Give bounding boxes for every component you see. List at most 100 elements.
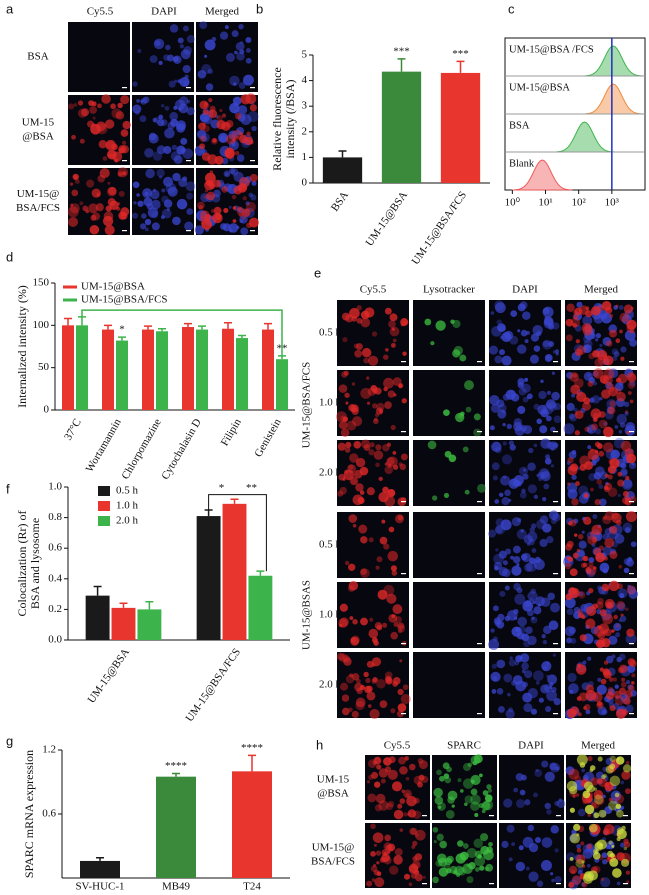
cell (337, 490, 344, 497)
cell (620, 842, 626, 848)
cell (596, 684, 607, 695)
cell (566, 402, 575, 412)
cell (623, 567, 630, 574)
cell (392, 464, 399, 470)
cell (494, 302, 506, 314)
cell (393, 622, 399, 628)
cell (621, 479, 633, 490)
cell (587, 870, 598, 881)
cell (383, 354, 389, 360)
cell (581, 882, 586, 887)
cell (218, 132, 229, 143)
cell (391, 781, 403, 792)
cell (614, 533, 625, 544)
cell (617, 471, 623, 477)
cell (418, 774, 425, 781)
cell (602, 668, 610, 676)
cell (534, 556, 541, 564)
cell (404, 873, 411, 880)
scale-bar (401, 713, 406, 715)
cell (213, 179, 222, 188)
cell (523, 703, 533, 713)
scale-bar (489, 815, 494, 817)
cell (388, 756, 396, 764)
cell (497, 409, 507, 419)
cell (586, 656, 592, 661)
cell (615, 632, 621, 638)
cell (597, 756, 603, 762)
cell (627, 586, 636, 595)
cell (604, 806, 613, 815)
cell (407, 809, 417, 818)
cell (160, 215, 165, 219)
cell (587, 813, 591, 817)
cell (336, 652, 345, 661)
cell (384, 834, 392, 842)
cell (345, 401, 349, 405)
cell (471, 779, 475, 784)
cell (555, 349, 559, 354)
cell (598, 809, 607, 818)
annotation: * (219, 482, 225, 494)
x-tick-label: UM-15@BSA (86, 646, 133, 705)
cell (168, 80, 176, 88)
cell (548, 341, 555, 347)
cell (102, 156, 108, 161)
cell (443, 409, 450, 416)
cell (607, 686, 614, 694)
cell (373, 640, 379, 646)
cell (597, 778, 603, 784)
cell (158, 114, 164, 120)
cell (624, 425, 636, 436)
cell (601, 852, 608, 859)
cell (587, 445, 592, 450)
cell (173, 55, 182, 64)
cell (595, 552, 606, 563)
y-tick-label: 0.4 (48, 572, 62, 584)
cell (491, 462, 500, 471)
cell (616, 602, 626, 612)
cell (587, 756, 593, 762)
cell (397, 514, 404, 521)
cell (573, 606, 581, 614)
cell (180, 137, 188, 145)
cell (597, 597, 604, 605)
cell (547, 592, 555, 601)
cell (97, 174, 106, 183)
cell (391, 570, 398, 576)
cell (522, 473, 529, 480)
cell (579, 634, 587, 642)
cell (393, 393, 397, 397)
cell (118, 147, 125, 154)
row-label: @BSA (22, 131, 54, 143)
cell (621, 709, 628, 716)
y-tick-label: 1.0 (48, 481, 62, 493)
cell (235, 42, 245, 51)
cell (457, 867, 467, 876)
cell (102, 215, 114, 227)
cell (627, 381, 636, 390)
cell (204, 189, 209, 193)
cell (238, 82, 246, 89)
cell (538, 697, 544, 703)
cell (371, 771, 379, 779)
cell (595, 333, 602, 339)
cell (581, 530, 585, 534)
cell (548, 441, 558, 451)
cell (577, 808, 586, 817)
bar (182, 327, 194, 410)
cell (208, 109, 218, 119)
cell (344, 447, 351, 453)
cell (601, 708, 608, 715)
cell (615, 304, 619, 308)
cell (231, 30, 239, 38)
panel-label: c (508, 1, 515, 16)
cell (405, 792, 410, 798)
cell (582, 790, 591, 799)
cell (245, 48, 251, 53)
scale-bar (250, 230, 255, 232)
bar (196, 516, 221, 640)
cell (565, 543, 573, 551)
cell (368, 355, 379, 366)
cell (118, 190, 125, 197)
